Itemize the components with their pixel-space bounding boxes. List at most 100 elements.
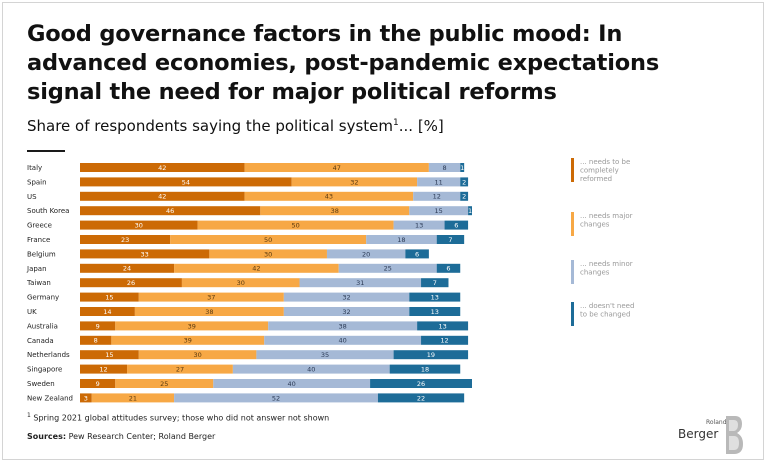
data-label-none: 6 — [454, 222, 458, 230]
bar-segment-minor — [366, 235, 437, 244]
data-label-major: 25 — [160, 380, 168, 388]
data-label-none: 19 — [427, 351, 435, 359]
data-label-minor: 40 — [307, 366, 315, 374]
bar-segment-major — [291, 177, 418, 187]
data-label-minor: 40 — [288, 380, 296, 388]
data-label-major: 37 — [207, 294, 215, 302]
data-label-completely: 42 — [158, 164, 166, 172]
bar-segment-none — [417, 321, 469, 331]
bar-segment-completely — [80, 249, 210, 259]
bar-segment-minor — [283, 292, 410, 302]
bar-segment-completely — [80, 206, 261, 216]
data-label-none: 7 — [448, 236, 452, 244]
data-label-completely: 33 — [141, 250, 149, 258]
category-label: New Zealand — [27, 394, 73, 402]
bar-segment-completely — [80, 364, 128, 374]
data-label-major: 47 — [333, 164, 341, 172]
category-label: France — [27, 236, 50, 244]
data-label-completely: 12 — [99, 366, 107, 374]
bar-segment-minor — [268, 321, 418, 331]
category-label: Spain — [27, 178, 47, 186]
data-label-major: 30 — [193, 351, 201, 359]
category-label: Belgium — [27, 250, 56, 258]
bar-segment-major — [91, 393, 175, 403]
data-label-none: 18 — [421, 366, 429, 374]
chart-subtitle: Share of respondents saying the politica… — [27, 117, 444, 135]
data-label-major: 50 — [291, 222, 299, 230]
data-label-completely: 15 — [105, 294, 113, 302]
bar-segment-completely — [80, 163, 245, 172]
data-label-completely: 3 — [84, 394, 88, 402]
legend-label-major: ... needs major changes — [580, 212, 633, 229]
bar-segment-completely — [80, 321, 116, 331]
data-label-completely: 42 — [158, 193, 166, 201]
data-label-none: 22 — [417, 394, 425, 402]
category-label: Australia — [27, 322, 58, 330]
chart-title: Good governance factors in the public mo… — [27, 21, 660, 105]
data-label-completely: 15 — [105, 351, 113, 359]
data-label-minor: 18 — [397, 236, 405, 244]
data-label-major: 43 — [325, 193, 333, 201]
data-label-completely: 9 — [96, 322, 100, 330]
data-label-minor: 35 — [321, 351, 329, 359]
bar-segment-none — [377, 393, 465, 403]
logo-berger-text: Berger — [678, 427, 719, 441]
data-label-major: 30 — [237, 279, 245, 287]
data-label-none: 13 — [431, 308, 439, 316]
data-label-minor: 8 — [442, 164, 446, 172]
data-label-minor: 20 — [362, 250, 370, 258]
bar-segment-major — [127, 364, 233, 374]
data-label-minor: 25 — [384, 265, 392, 273]
data-label-minor: 31 — [356, 279, 364, 287]
category-label: UK — [27, 308, 37, 316]
bar-segment-none — [409, 292, 461, 302]
data-label-major: 38 — [331, 207, 339, 215]
data-label-none: 13 — [431, 294, 439, 302]
bar-segment-minor — [338, 263, 437, 273]
data-label-completely: 46 — [166, 207, 174, 215]
bar-segment-minor — [283, 307, 410, 316]
data-label-none: 6 — [446, 265, 450, 273]
bar-segment-major — [209, 249, 327, 259]
subtitle-suffix: ... [%] — [398, 117, 444, 135]
bar-segment-minor — [413, 191, 461, 201]
data-label-none: 6 — [415, 250, 419, 258]
bar-segment-major — [181, 278, 300, 288]
bar-segment-none — [468, 206, 472, 216]
sources-text: Pew Research Center; Roland Berger — [68, 432, 216, 441]
bar-segment-none — [409, 307, 461, 316]
data-label-none: 2 — [462, 193, 466, 201]
data-label-completely: 24 — [123, 265, 131, 273]
bar-segment-major — [260, 206, 410, 216]
bar-segment-completely — [80, 263, 175, 273]
legend-label-completely: ... needs to be completely reformed — [580, 158, 630, 183]
bar-segment-minor — [326, 249, 406, 259]
data-label-major: 39 — [184, 337, 192, 345]
data-label-none: 1 — [468, 207, 472, 215]
bar-segment-completely — [80, 292, 139, 302]
category-label: Taiwan — [26, 279, 51, 287]
footnote-text: Spring 2021 global attitudes survey; tho… — [33, 413, 330, 423]
data-label-none: 2 — [462, 178, 466, 186]
data-label-major: 21 — [129, 394, 137, 402]
bar-segment-completely — [80, 191, 245, 201]
title-divider — [27, 150, 65, 152]
category-label: Greece — [27, 222, 52, 230]
data-label-minor: 32 — [342, 294, 350, 302]
legend-swatch-major — [571, 212, 574, 236]
data-label-minor: 40 — [338, 337, 346, 345]
data-label-completely: 26 — [127, 279, 135, 287]
data-label-completely: 8 — [94, 337, 98, 345]
category-label: Netherlands — [27, 351, 70, 359]
bar-segment-minor — [299, 278, 422, 288]
data-label-completely: 9 — [96, 380, 100, 388]
data-label-none: 7 — [433, 279, 437, 287]
chart-frame — [2, 2, 764, 460]
bar-segment-completely — [80, 177, 292, 187]
bar-segment-none — [436, 263, 461, 273]
bar-segment-completely — [80, 307, 135, 316]
bar-segment-completely — [80, 235, 171, 244]
data-label-major: 42 — [252, 265, 260, 273]
bar-segment-completely — [80, 335, 112, 345]
sources: Sources: Pew Research Center; Roland Ber… — [27, 432, 215, 441]
